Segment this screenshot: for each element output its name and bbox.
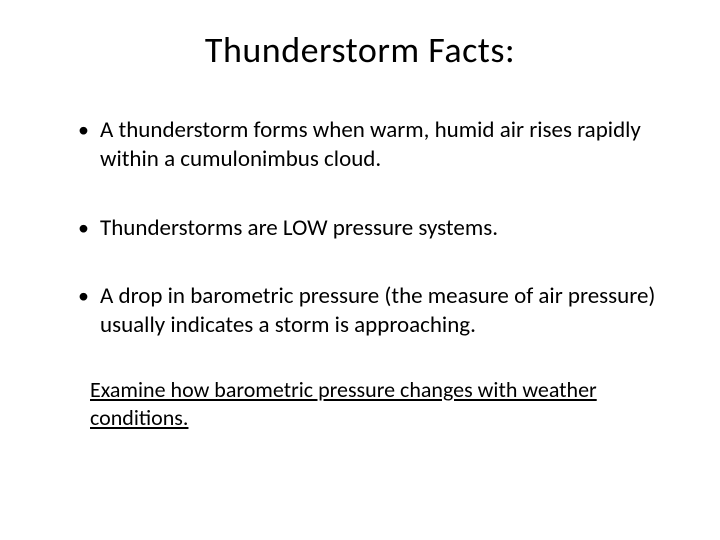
- bullet-list: A thunderstorm forms when warm, humid ai…: [50, 116, 670, 340]
- slide-title: Thunderstorm Facts:: [50, 28, 670, 72]
- note-text: Examine how barometric pressure changes …: [50, 376, 670, 433]
- list-item: A thunderstorm forms when warm, humid ai…: [78, 116, 670, 174]
- list-item: Thunderstorms are LOW pressure systems.: [78, 214, 670, 243]
- slide-container: Thunderstorm Facts: A thunderstorm forms…: [0, 0, 720, 540]
- list-item: A drop in barometric pressure (the measu…: [78, 282, 670, 340]
